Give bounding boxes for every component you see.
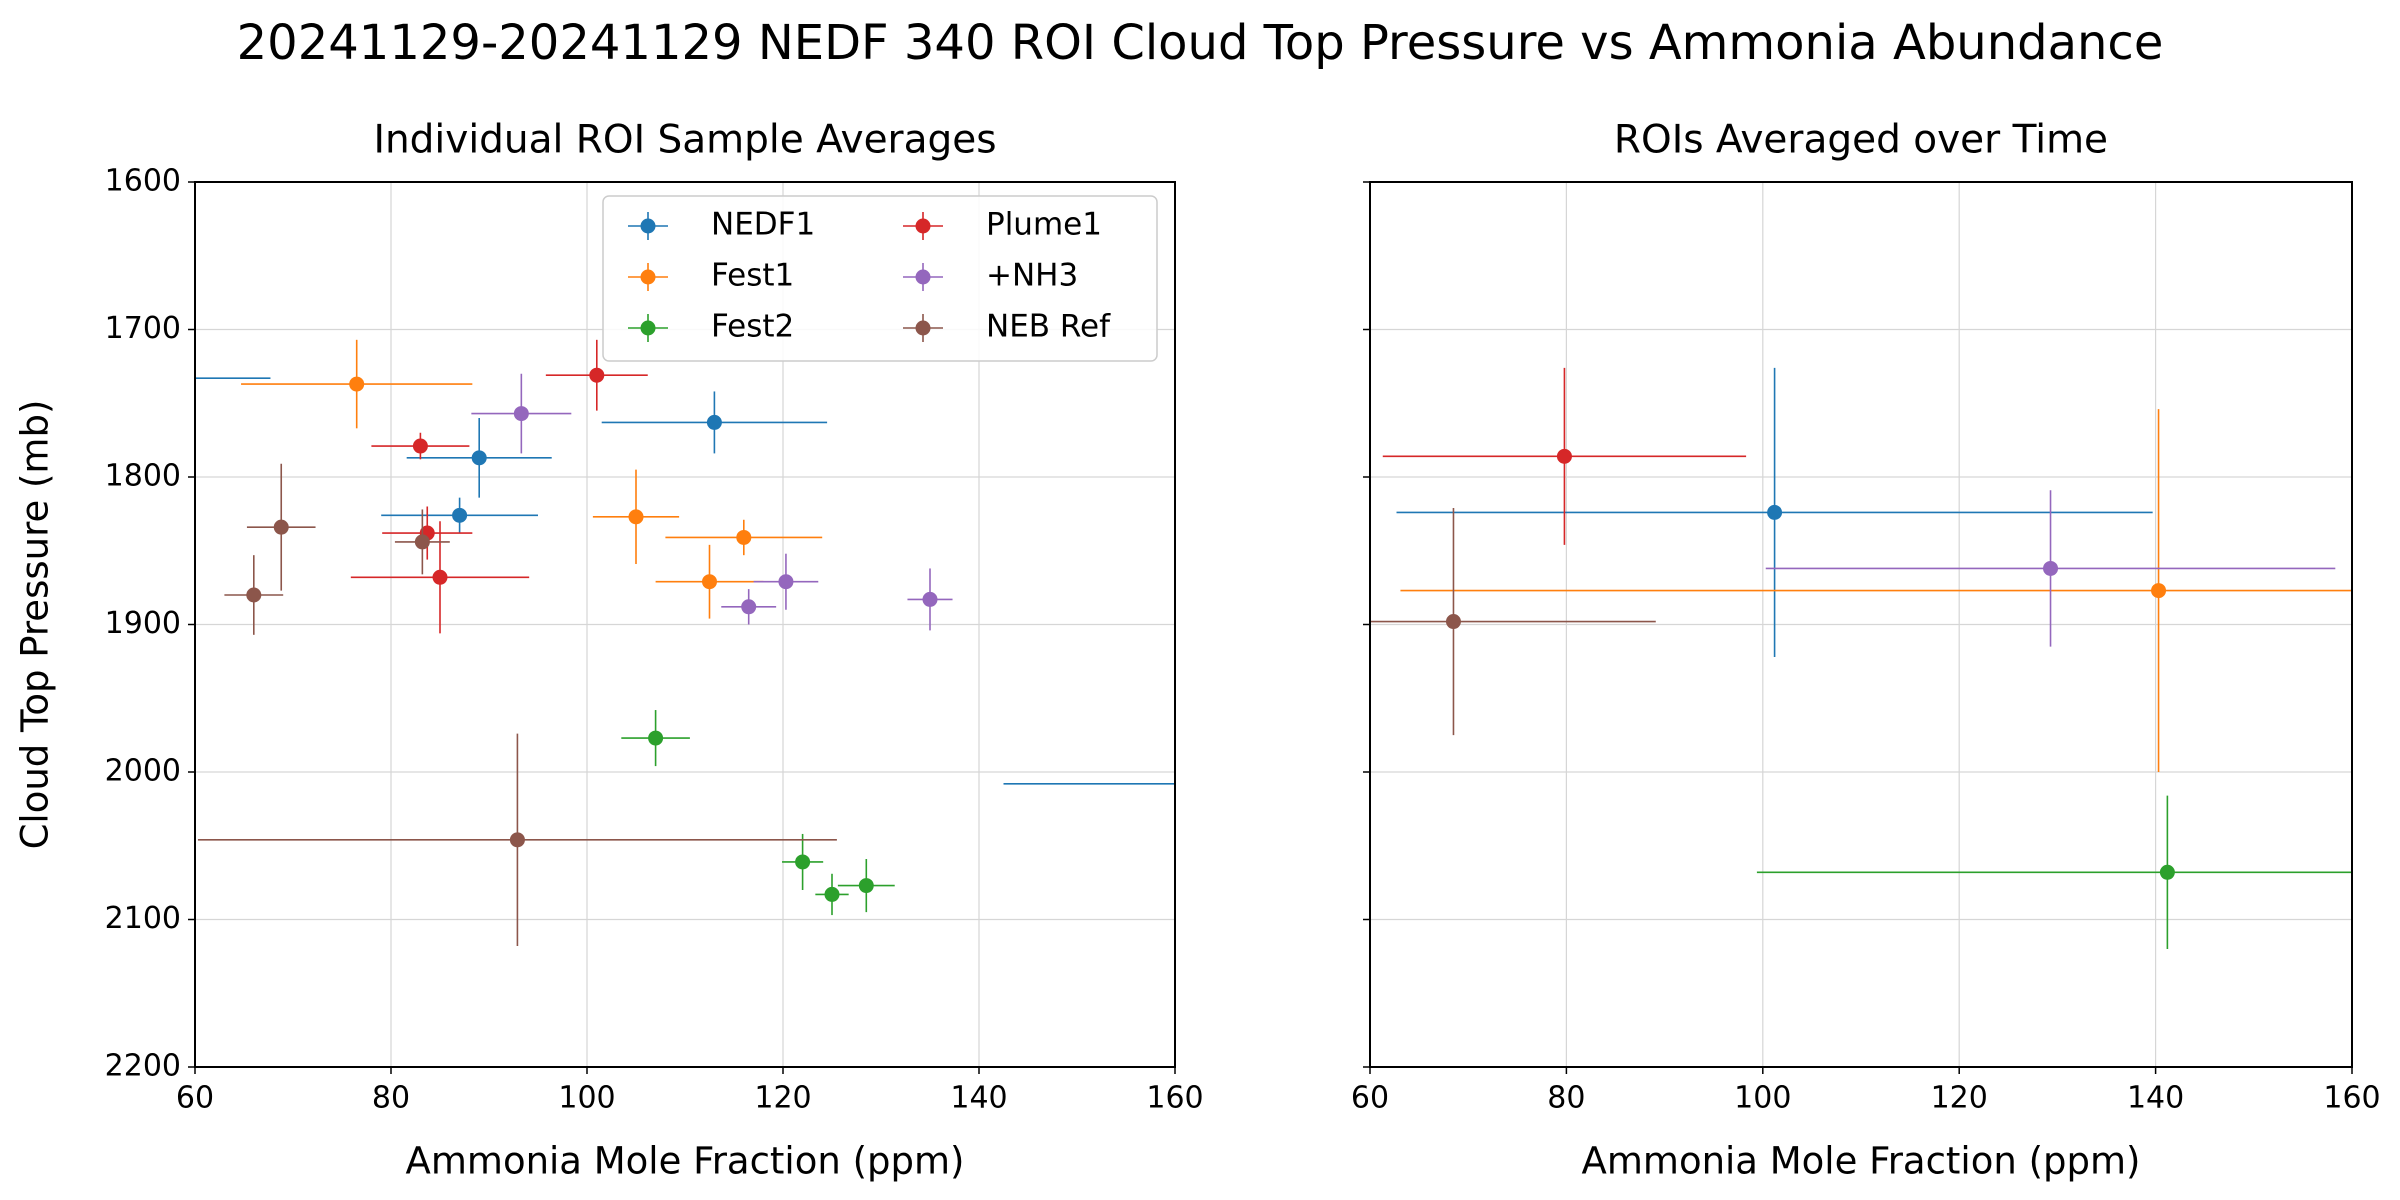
point xyxy=(2151,583,2167,599)
chart-title: ROIs Averaged over Time xyxy=(1614,118,2108,163)
point xyxy=(412,438,428,454)
y-tick-label: 1600 xyxy=(105,164,181,199)
point xyxy=(589,367,605,383)
point xyxy=(471,450,487,466)
legend-marker xyxy=(640,320,656,336)
x-axis-label: Ammonia Mole Fraction (ppm) xyxy=(1582,1140,2141,1183)
point xyxy=(858,878,874,894)
axes-frame xyxy=(194,181,1176,1068)
point xyxy=(628,509,644,525)
x-tick-label: 120 xyxy=(1931,1081,1988,1116)
y-tick-label: 2100 xyxy=(105,901,181,936)
x-tick-label: 140 xyxy=(950,1081,1007,1116)
point xyxy=(509,832,525,848)
x-tick-label: 80 xyxy=(1547,1081,1585,1116)
point xyxy=(778,574,794,590)
point xyxy=(1556,448,1572,464)
legend-box xyxy=(602,195,1158,362)
point xyxy=(648,730,664,746)
point xyxy=(273,519,289,535)
chart-title: Individual ROI Sample Averages xyxy=(373,118,996,163)
x-tick-label: 100 xyxy=(558,1081,615,1116)
x-tick-label: 160 xyxy=(1146,1081,1203,1116)
legend-label: Fest1 xyxy=(711,258,794,294)
legend-label: Fest2 xyxy=(711,309,794,345)
y-tick-label: 2200 xyxy=(105,1049,181,1084)
legend-label: NEB Ref xyxy=(986,309,1111,345)
y-tick-label: 1800 xyxy=(105,459,181,494)
point xyxy=(452,507,468,523)
point xyxy=(795,854,811,870)
point xyxy=(702,574,717,590)
plot-area xyxy=(139,339,1232,947)
y-tick-label: 1700 xyxy=(105,311,181,346)
point xyxy=(432,569,448,585)
legend-marker xyxy=(915,320,931,336)
x-tick-label: 100 xyxy=(1734,1081,1791,1116)
point xyxy=(1767,504,1783,520)
y-tick-label: 2000 xyxy=(105,754,181,789)
point xyxy=(1445,614,1461,630)
point xyxy=(741,599,757,615)
point xyxy=(513,406,529,422)
x-tick-label: 80 xyxy=(372,1081,410,1116)
axes-frame xyxy=(1369,181,2353,1068)
x-axis-label: Ammonia Mole Fraction (ppm) xyxy=(406,1140,965,1183)
legend-marker xyxy=(640,269,656,285)
legend-marker xyxy=(640,218,656,234)
point xyxy=(2043,560,2059,576)
legend-marker xyxy=(915,269,931,285)
legend-marker xyxy=(915,218,931,234)
point xyxy=(349,376,365,392)
point xyxy=(824,886,840,902)
point xyxy=(414,534,430,550)
legend-label: +NH3 xyxy=(986,258,1078,294)
point xyxy=(922,591,938,607)
point xyxy=(246,587,262,603)
y-axis-label: Cloud Top Pressure (mb) xyxy=(14,400,57,850)
x-tick-label: 120 xyxy=(754,1081,811,1116)
x-tick-label: 60 xyxy=(176,1081,214,1116)
point xyxy=(2159,864,2175,880)
point xyxy=(736,529,752,545)
point xyxy=(1217,776,1232,791)
x-tick-label: 60 xyxy=(1351,1081,1389,1116)
figure-title: 20241129-20241129 NEDF 340 ROI Cloud Top… xyxy=(237,15,2164,71)
x-tick-label: 160 xyxy=(2323,1081,2380,1116)
legend-label: NEDF1 xyxy=(711,207,815,243)
plot-area xyxy=(1370,367,2352,949)
point xyxy=(139,371,154,386)
legend-label: Plume1 xyxy=(986,207,1102,243)
point xyxy=(706,414,722,430)
y-tick-label: 1900 xyxy=(105,606,181,641)
x-tick-label: 140 xyxy=(2127,1081,2184,1116)
